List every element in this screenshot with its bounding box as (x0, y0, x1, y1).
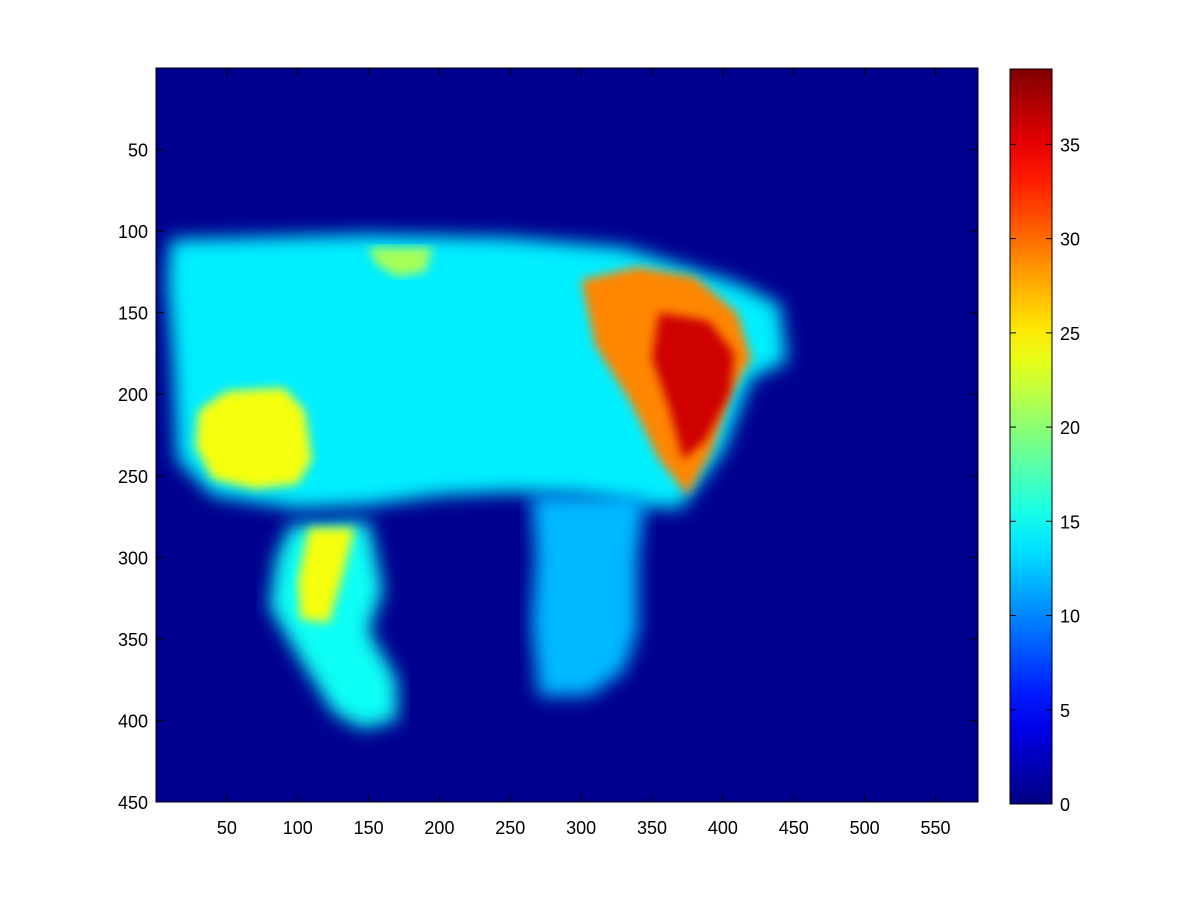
colorbar-frame (1009, 68, 1053, 805)
x-tick-label: 200 (424, 818, 454, 838)
x-tick-label: 50 (217, 818, 237, 838)
x-tick-label: 300 (566, 818, 596, 838)
y-axis: 50 100 150 200 250 300 350 400 450 (118, 141, 978, 813)
colorbar-tick-label: 15 (1060, 512, 1080, 532)
x-tick-label: 100 (283, 818, 313, 838)
x-tick-label: 450 (779, 818, 809, 838)
y-tick-label: 400 (118, 711, 148, 731)
heat-region-shoulder-core (652, 312, 735, 460)
colorbar-tick-label: 5 (1060, 701, 1070, 721)
colorbar-tick-label: 0 (1060, 795, 1070, 815)
colorbar-tick-label: 25 (1060, 324, 1080, 344)
heat-region-back-patch (368, 247, 433, 277)
x-tick-label: 500 (850, 818, 880, 838)
colorbar-tick-label: 35 (1060, 135, 1080, 155)
x-tick-label: 550 (920, 818, 950, 838)
x-tick-label: 400 (708, 818, 738, 838)
y-tick-label: 350 (118, 630, 148, 650)
heat-region-rear-patch (195, 387, 312, 489)
y-tick-label: 50 (128, 141, 148, 161)
colorbar-tick-label: 30 (1060, 230, 1080, 250)
y-tick-label: 250 (118, 467, 148, 487)
x-tick-label: 250 (495, 818, 525, 838)
x-tick-label: 150 (354, 818, 384, 838)
y-tick-label: 200 (118, 385, 148, 405)
heat-region-front-leg (531, 495, 645, 696)
heatmap-field (167, 234, 787, 729)
y-tick-label: 450 (118, 793, 148, 813)
heat-region-hind-leg-patch (297, 528, 355, 623)
y-tick-label: 100 (118, 222, 148, 242)
colorbar: 0 5 10 15 20 25 30 35 (1009, 68, 1080, 815)
x-tick-label: 350 (637, 818, 667, 838)
colorbar-tick-label: 10 (1060, 607, 1080, 627)
y-tick-label: 150 (118, 304, 148, 324)
colorbar-fill (1010, 69, 1052, 804)
y-tick-label: 300 (118, 548, 148, 568)
colorbar-ticks: 0 5 10 15 20 25 30 35 (1010, 135, 1080, 815)
plot-area: 50 100 150 200 250 300 350 400 450 500 550 50 100 15… (118, 67, 979, 838)
plot-frame (155, 67, 979, 803)
x-axis: 50 100 150 200 250 300 350 400 450 500 550 (217, 68, 951, 838)
colorbar-tick-label: 20 (1060, 418, 1080, 438)
